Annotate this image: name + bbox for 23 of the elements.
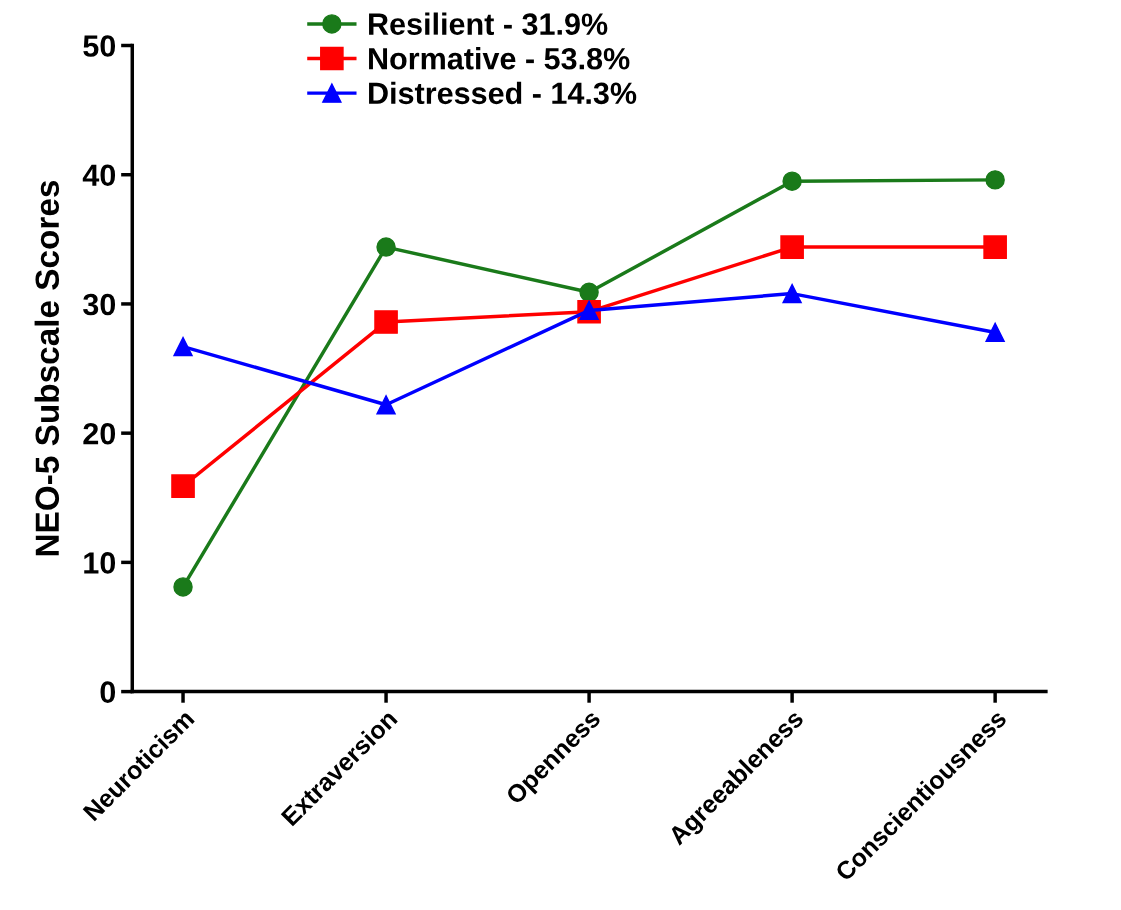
point [782,283,802,304]
point [782,171,802,191]
y-tick-label: 50 [83,35,116,57]
point [780,235,804,259]
point [374,310,398,334]
point [376,395,396,415]
y-tick-label: 40 [82,164,116,187]
point [173,577,193,597]
point [376,237,396,257]
point [579,282,599,303]
y-tick-label: 30 [83,293,116,316]
y-tick-label: 20 [83,422,116,445]
y-tick-label: 10 [84,552,116,574]
point [983,235,1007,259]
point [985,170,1005,190]
y-axis-title: NEO-5 Subscale Scores [34,180,60,556]
point [985,322,1005,343]
legend-label: Normative - 53.8% [369,47,630,70]
point [173,336,193,357]
legend-label: Distressed - 14.3% [369,81,637,105]
point [171,474,195,498]
legend-label: Resilient - 31.9% [369,12,608,35]
y-tick-label: 0 [100,681,116,703]
